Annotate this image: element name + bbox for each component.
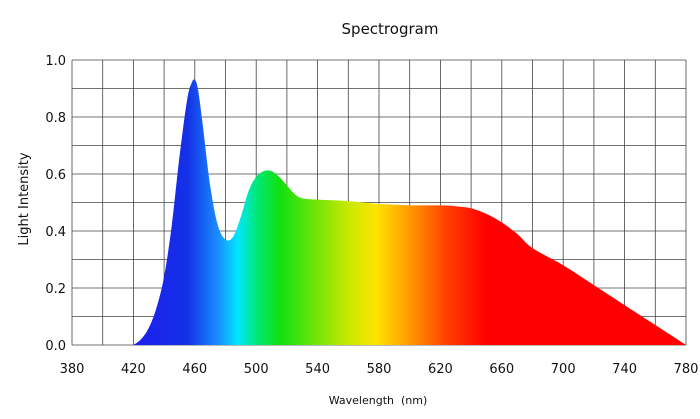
x-tick-label: 540 [305,362,330,377]
y-ticks: 0.0 0.2 0.4 0.6 0.8 1.0 [45,54,66,354]
x-tick-label: 620 [428,362,453,377]
x-axis-label: Wavelength (nm) [329,394,428,407]
y-tick-label: 0.8 [45,111,66,126]
x-ticks: 380 420 460 500 540 580 620 660 700 740 780 [60,362,699,377]
y-tick-label: 1.0 [45,54,66,69]
chart-title: Spectrogram [342,20,439,38]
y-axis-label: Light Intensity [17,152,32,245]
x-tick-label: 460 [182,362,207,377]
y-tick-label: 0.2 [45,282,66,297]
y-tick-label: 0.6 [45,168,66,183]
x-tick-label: 660 [489,362,514,377]
x-tick-label: 580 [367,362,392,377]
y-tick-label: 0.4 [45,225,66,240]
x-tick-label: 500 [244,362,269,377]
x-tick-label: 380 [60,362,85,377]
x-tick-label: 420 [121,362,146,377]
x-tick-label: 780 [674,362,699,377]
x-tick-label: 740 [612,362,637,377]
spectrum-area [133,79,686,346]
x-tick-label: 700 [551,362,576,377]
y-tick-label: 0.0 [45,339,66,354]
